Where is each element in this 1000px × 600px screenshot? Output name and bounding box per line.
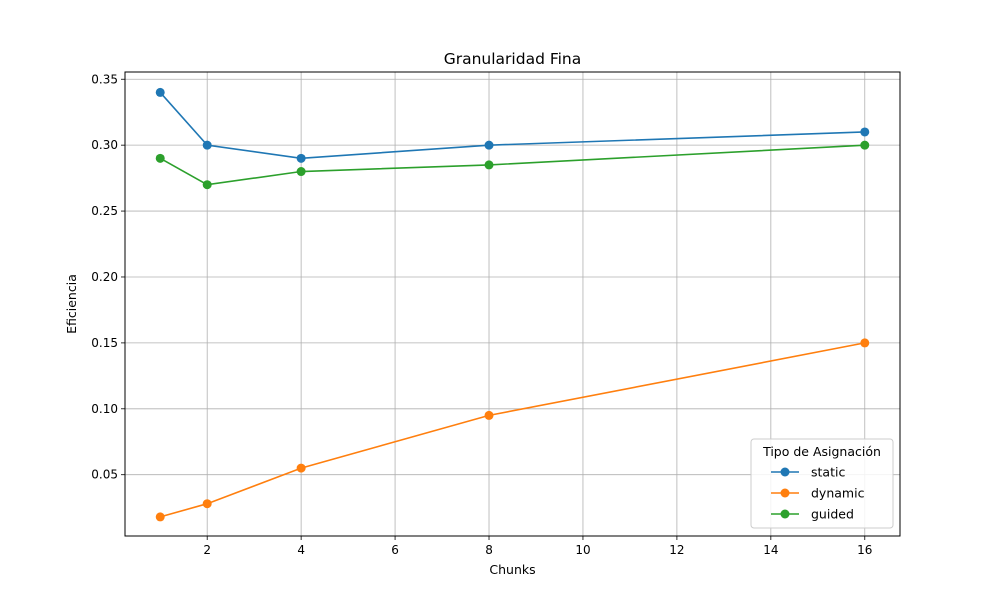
x-tick-label: 12 — [669, 543, 684, 557]
data-point-dynamic — [155, 512, 165, 522]
plot-frame — [124, 71, 901, 537]
legend-title: Tipo de Asignación — [762, 444, 881, 459]
data-point-dynamic — [202, 499, 212, 509]
data-point-static — [484, 140, 494, 150]
y-tick-label: 0.05 — [91, 468, 118, 482]
data-point-static — [155, 87, 165, 97]
legend-label: guided — [811, 507, 854, 522]
data-point-static — [860, 127, 870, 137]
x-tick-label: 2 — [203, 543, 211, 557]
series-static — [155, 87, 870, 163]
data-point-guided — [202, 180, 212, 190]
x-tick-label: 16 — [857, 543, 872, 557]
x-tick-label: 6 — [391, 543, 399, 557]
x-axis-label: Chunks — [489, 562, 535, 577]
legend-entry-static: static — [771, 465, 845, 480]
y-tick-label: 0.20 — [91, 270, 118, 284]
legend-entry-guided: guided — [771, 507, 854, 522]
y-tick-label: 0.25 — [91, 204, 118, 218]
x-tick-label: 8 — [485, 543, 493, 557]
legend-label: static — [811, 465, 845, 480]
data-point-dynamic — [860, 338, 870, 348]
legend-box — [750, 438, 894, 529]
series-guided — [155, 140, 870, 190]
data-point-static — [202, 140, 212, 150]
y-tick-label: 0.30 — [91, 138, 118, 152]
y-axis-label: Eficiencia — [64, 274, 79, 334]
y-tick-label: 0.10 — [91, 402, 118, 416]
legend-marker — [780, 509, 790, 519]
legend-entries: static dynamic guided — [771, 465, 865, 522]
data-point-guided — [860, 140, 870, 150]
data-point-dynamic — [484, 410, 494, 420]
axis-ticks: 2 4 6 8 10 12 14 16 0.05 0.10 0.15 0.20 0.25 0.30 0.35 — [91, 72, 872, 557]
legend-label: dynamic — [811, 486, 865, 501]
x-tick-label: 10 — [575, 543, 590, 557]
legend-marker — [780, 488, 790, 498]
data-point-static — [296, 153, 306, 163]
legend: Tipo de Asignación static dynamic guided — [750, 438, 894, 529]
x-tick-label: 4 — [297, 543, 305, 557]
y-tick-label: 0.15 — [91, 336, 118, 350]
data-point-guided — [296, 167, 306, 177]
series-dynamic — [155, 338, 870, 522]
data-point-guided — [155, 153, 165, 163]
legend-entry-dynamic: dynamic — [771, 486, 865, 501]
y-tick-label: 0.35 — [91, 72, 118, 86]
x-tick-label: 14 — [763, 543, 778, 557]
legend-marker — [780, 467, 790, 477]
chart-title: Granularidad Fina — [444, 50, 582, 68]
data-point-dynamic — [296, 463, 306, 473]
data-point-guided — [484, 160, 494, 170]
series-layer — [155, 87, 870, 522]
